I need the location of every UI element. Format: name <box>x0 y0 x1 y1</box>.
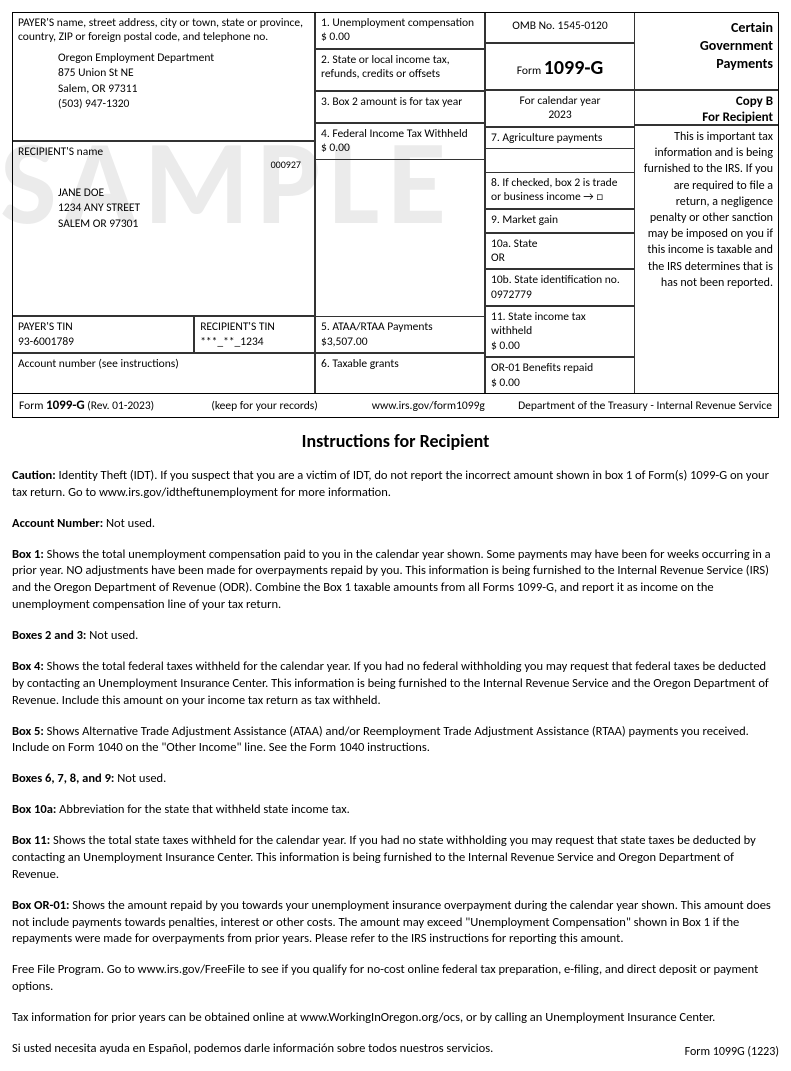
box11-label: 11. State income tax withheld <box>491 310 586 338</box>
footer-url: www.irs.gov/form1099g <box>346 399 510 413</box>
payer-header: PAYER'S name, street address, city or to… <box>18 16 303 44</box>
box6-label: 6. Taxable grants <box>321 357 399 371</box>
checkbox-arrow-icon <box>581 190 604 204</box>
box3-label: 3. Box 2 amount is for tax year <box>321 95 462 109</box>
box10a-instr-label: Box 10a: <box>12 802 56 817</box>
box11-instr-text: Shows the total state taxes withheld for… <box>12 833 756 882</box>
form-title-3: Payments <box>640 55 773 73</box>
or01-value: $ 0.00 <box>491 376 629 390</box>
copy-b: Copy B <box>640 94 773 110</box>
box23-instr-text: Not used. <box>86 628 138 643</box>
or01-label: OR-01 Benefits repaid <box>491 361 593 375</box>
payer-tin-label: PAYER'S TIN <box>18 320 73 334</box>
box2-label: 2. State or local income tax, refunds, c… <box>321 53 450 81</box>
payer-name: Oregon Employment Department <box>58 51 309 67</box>
spanish-text: Si usted necesita ayuda en Español, pode… <box>12 1041 685 1059</box>
box10a-value: OR <box>491 251 629 265</box>
box1-instr-label: Box 1: <box>12 547 44 562</box>
box10b-value: 0972779 <box>491 288 629 302</box>
box5-instr-label: Box 5: <box>12 724 44 739</box>
account-number-label: Account number (see instructions) <box>18 357 179 371</box>
box6789-instr-label: Boxes 6, 7, 8, and 9: <box>12 771 114 786</box>
form-title-1: Certain <box>640 19 773 37</box>
irs-notice: This is important tax information and is… <box>644 130 773 290</box>
box4-value: $ 0.00 <box>321 141 479 155</box>
box11-instr-label: Box 11: <box>12 833 50 848</box>
box9-label: 9. Market gain <box>491 213 558 227</box>
or01-instr-text: Shows the amount repaid by you towards y… <box>12 898 771 947</box>
caution-label: Caution: <box>12 468 56 483</box>
acct-text: Not used. <box>103 516 155 531</box>
recipient-tin-value: ***_**_1234 <box>200 335 309 349</box>
box4-label: 4. Federal Income Tax Withheld <box>321 127 468 141</box>
recipient-id: 000927 <box>18 159 309 172</box>
calendar-year: 2023 <box>491 108 629 122</box>
form-number: 1099-G <box>544 56 603 80</box>
box5-value: $3,507.00 <box>321 335 479 349</box>
acct-label: Account Number: <box>12 516 103 531</box>
caution-text: Identity Theft (IDT). If you suspect tha… <box>12 468 769 500</box>
box23-instr-label: Boxes 2 and 3: <box>12 628 86 643</box>
recipient-addr2: SALEM OR 97301 <box>58 217 309 233</box>
form-title-2: Government <box>640 37 773 55</box>
box5-label: 5. ATAA/RTAA Payments <box>321 320 433 334</box>
box11-value: $ 0.00 <box>491 339 629 353</box>
or01-instr-label: Box OR-01: <box>12 898 69 913</box>
footer-rev: (Rev. 01-2023) <box>85 399 155 413</box>
form-1099g-table: PAYER'S name, street address, city or to… <box>12 12 779 418</box>
recipient-header: RECIPIENT'S name <box>18 145 309 159</box>
payer-addr2: Salem, OR 97311 <box>58 82 309 98</box>
form-prefix: Form <box>517 64 544 78</box>
payer-addr1: 875 Union St NE <box>58 66 309 82</box>
box4-instr-label: Box 4: <box>12 659 44 674</box>
box1-instr-text: Shows the total unemployment compensatio… <box>12 547 771 613</box>
calendar-year-label: For calendar year <box>520 94 601 108</box>
box4-instr-text: Shows the total federal taxes withheld f… <box>12 659 769 708</box>
recipient-addr1: 1234 ANY STREET <box>58 201 309 217</box>
page-footer: Form 1099G (1223) <box>685 1045 779 1059</box>
omb-number: OMB No. 1545-0120 <box>512 19 607 33</box>
freefile-text: Free File Program. Go to www.irs.gov/Fre… <box>12 962 779 996</box>
box7-label: 7. Agriculture payments <box>491 131 602 145</box>
footer-dept: Department of the Treasury - Internal Re… <box>510 399 772 413</box>
prior-years-text: Tax information for prior years can be o… <box>12 1010 779 1027</box>
box10a-instr-text: Abbreviation for the state that withheld… <box>56 802 349 817</box>
box10a-label: 10a. State <box>491 237 538 251</box>
box1-label: 1. Unemployment compensation <box>321 16 474 30</box>
box1-value: $ 0.00 <box>321 30 479 44</box>
box6789-instr-text: Not used. <box>114 771 166 786</box>
instructions-title: Instructions for Recipient <box>12 430 779 452</box>
recipient-tin-label: RECIPIENT'S TIN <box>200 320 275 334</box>
payer-phone: (503) 947-1320 <box>58 97 309 113</box>
box10b-label: 10b. State identification no. <box>491 273 620 287</box>
box5-instr-text: Shows Alternative Trade Adjustment Assis… <box>12 724 749 756</box>
footer-form-no: 1099-G <box>46 398 85 413</box>
payer-tin-value: 93-6001789 <box>18 335 188 349</box>
footer-keep: (keep for your records) <box>183 399 347 413</box>
recipient-name: JANE DOE <box>58 186 309 202</box>
